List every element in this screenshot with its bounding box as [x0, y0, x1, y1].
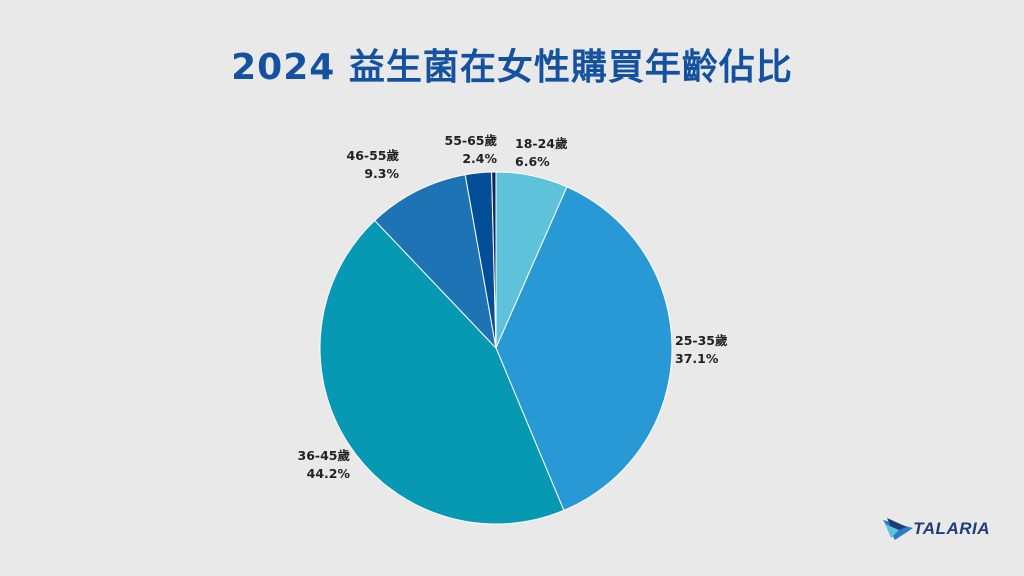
chart-title: 2024 益生菌在女性購買年齡佔比	[231, 47, 793, 88]
brand-name: TALARIA	[913, 519, 990, 538]
slice-label: 18-24歲 6.6%	[515, 136, 568, 169]
pie-labels: 18-24歲 6.6% 25-35歲 37.1% 36-45歲 44.2% 46-55歲 9.…	[298, 133, 728, 481]
slice-label: 55-65歲 2.4%	[445, 133, 498, 166]
pie-slice-46-55歲	[374, 174, 497, 350]
pie-slice-25-35歲	[495, 186, 673, 512]
slice-label: 36-45歲 44.2%	[298, 448, 351, 481]
talaria-wing-icon	[883, 518, 914, 540]
pie-slices	[319, 171, 673, 525]
slice-label: 46-55歲 9.3%	[347, 148, 400, 181]
pie-slice-other	[491, 171, 497, 349]
slice-label: 25-35歲 37.1%	[675, 333, 728, 366]
pie-slice-36-45歲	[319, 219, 565, 525]
brand-logo: TALARIA	[883, 518, 990, 540]
